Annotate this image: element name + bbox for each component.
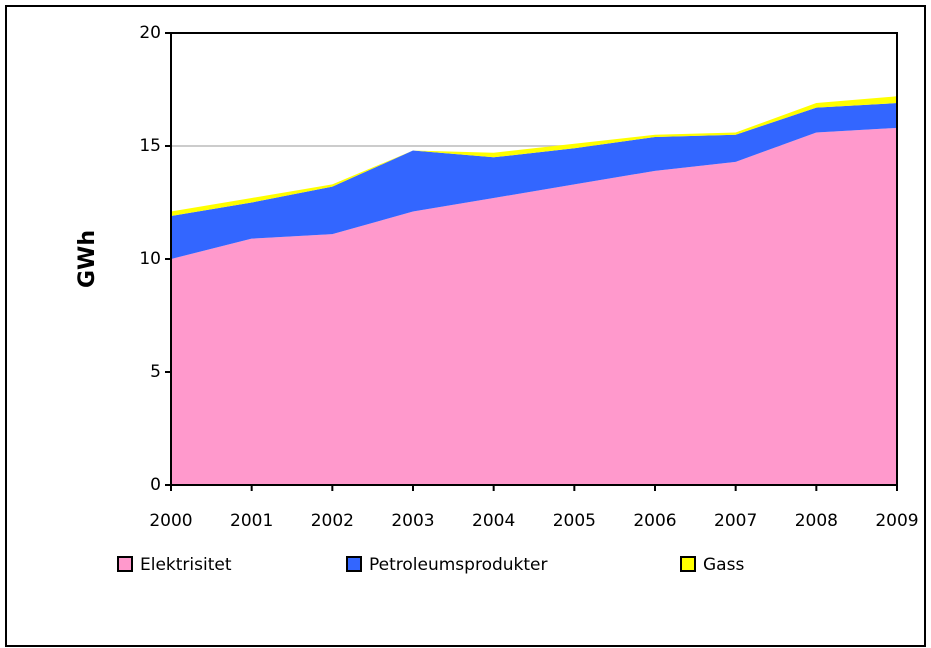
- y-axis-label: GWh: [75, 230, 100, 288]
- area: [171, 127, 897, 486]
- area: [171, 103, 897, 259]
- y-tick-label: 10: [139, 249, 161, 269]
- x-tick-label: 2006: [633, 511, 676, 531]
- x-tick-label: 2005: [553, 511, 596, 531]
- x-tick-label: 2002: [311, 511, 354, 531]
- x-tick-label: 2009: [875, 511, 918, 531]
- legend-label: Elektrisitet: [140, 555, 232, 575]
- x-tick-label: 2000: [149, 511, 192, 531]
- legend-swatch: [346, 556, 362, 572]
- x-tick-label: 2007: [714, 511, 757, 531]
- legend-swatch: [117, 556, 133, 572]
- plot-frame: [170, 32, 898, 486]
- legend-label: Gass: [703, 555, 744, 575]
- y-tick-label: 0: [150, 475, 161, 495]
- legend-swatch: [680, 556, 696, 572]
- x-tick-label: 2001: [230, 511, 273, 531]
- y-tick-label: 5: [150, 362, 161, 382]
- x-tick-label: 2004: [472, 511, 515, 531]
- y-tick-label: 20: [139, 23, 161, 43]
- legend-label: Petroleumsprodukter: [369, 555, 548, 575]
- x-tick-label: 2008: [795, 511, 838, 531]
- y-tick-label: 15: [139, 136, 161, 156]
- x-tick-label: 2003: [391, 511, 434, 531]
